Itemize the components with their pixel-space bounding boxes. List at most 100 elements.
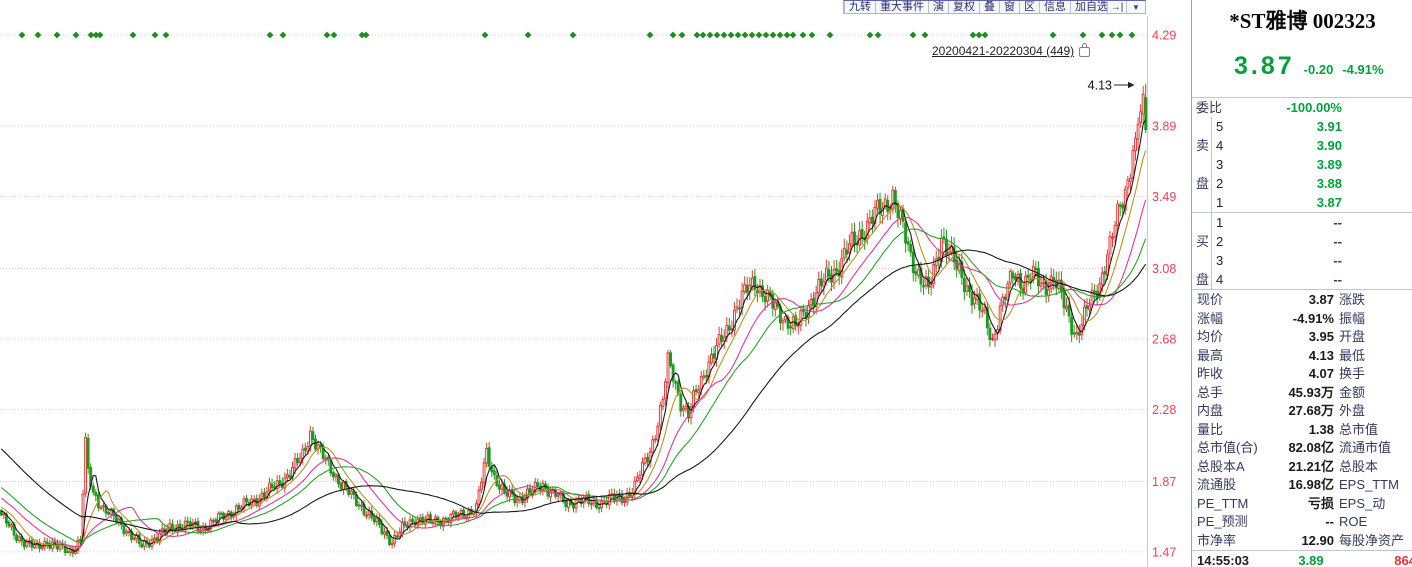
stat-value: 12.90 xyxy=(1301,532,1334,548)
stat-value: 3.87 xyxy=(1308,292,1334,307)
sell-price: 3.89 xyxy=(1316,157,1342,172)
weibi-label: 委比 xyxy=(1196,100,1223,115)
buy-level: 4 xyxy=(1216,272,1224,287)
stat-value: 21.21亿 xyxy=(1288,458,1334,474)
toolbar-button[interactable]: 重大事件 xyxy=(875,1,928,13)
sell-level: 5 xyxy=(1216,119,1224,134)
price-line: 3.87 -0.20 -4.91% xyxy=(1192,52,1412,81)
stat-row: 量比 1.38 总市值 xyxy=(1192,421,1412,440)
svg-text:1.87: 1.87 xyxy=(1152,475,1176,489)
stat-label: 量比 xyxy=(1197,421,1224,437)
toolbar-button[interactable]: 叠 xyxy=(979,1,999,13)
stat-row: PE_TTM 亏损 EPS_动 xyxy=(1192,495,1412,514)
sell-row: 2 3.88 xyxy=(1192,174,1412,193)
sell-row: 5 3.91 xyxy=(1192,117,1412,136)
stat-row: 现价 3.87 涨跌 xyxy=(1192,291,1412,310)
svg-text:4.29: 4.29 xyxy=(1152,29,1176,43)
stat-row: 总手 45.93万 金额 xyxy=(1192,384,1412,403)
buy-price: -- xyxy=(1333,215,1342,230)
tick-footer: 14:55:03 3.89 864 xyxy=(1192,550,1412,567)
toolbar-button[interactable]: 加自选 xyxy=(1070,1,1112,13)
sell-row: 4 3.90 xyxy=(1192,136,1412,155)
sell-levels: 卖 盘 5 3.91 4 3.90 3 3.89 2 xyxy=(1192,117,1412,213)
sell-price: 3.87 xyxy=(1316,195,1342,210)
tick-time: 14:55:03 xyxy=(1197,553,1250,567)
svg-text:4.13: 4.13 xyxy=(1088,79,1112,93)
buy-group-char-1: 买 xyxy=(1196,234,1210,249)
sell-group-char-1: 卖 xyxy=(1196,138,1210,153)
stat-value: 45.93万 xyxy=(1288,384,1334,400)
sell-row: 1 3.87 xyxy=(1192,193,1412,212)
stat-label: 均价 xyxy=(1197,329,1224,344)
svg-text:3.08: 3.08 xyxy=(1152,262,1176,276)
buy-price: -- xyxy=(1333,272,1342,287)
sell-level: 4 xyxy=(1216,138,1224,153)
stat-row: 昨收 4.07 换手 xyxy=(1192,365,1412,384)
stat-row: 最高 4.13 最低 xyxy=(1192,347,1412,366)
sell-row: 3 3.89 xyxy=(1192,155,1412,174)
stat-label: 总股本A xyxy=(1197,458,1245,474)
price-change-pct: -4.91% xyxy=(1342,62,1384,77)
buy-level: 3 xyxy=(1216,253,1224,268)
tick-price: 3.89 xyxy=(1298,553,1324,567)
stat-label: 最高 xyxy=(1197,347,1224,363)
stat-row: 涨幅 -4.91% 振幅 xyxy=(1192,310,1412,329)
sell-price: 3.91 xyxy=(1316,119,1342,134)
stat-row: 均价 3.95 开盘 xyxy=(1192,328,1412,347)
stat-label-2: 换手 xyxy=(1339,366,1366,381)
stat-label: 现价 xyxy=(1197,292,1224,307)
tick-volume: 864 xyxy=(1394,553,1412,567)
price-change: -0.20 xyxy=(1303,62,1334,77)
next-page-icon[interactable]: →| xyxy=(1107,1,1126,13)
svg-text:2.68: 2.68 xyxy=(1152,332,1176,346)
buy-level: 1 xyxy=(1216,215,1224,230)
buy-row: 3 -- xyxy=(1192,251,1412,270)
buy-group-char-2: 盘 xyxy=(1196,272,1210,287)
stat-label-2: EPS_TTM xyxy=(1339,477,1399,492)
svg-text:3.49: 3.49 xyxy=(1152,190,1176,204)
date-range-text[interactable]: 20200421-20220304 (449) xyxy=(932,44,1075,58)
stat-value: -4.91% xyxy=(1292,310,1334,326)
toolbar-button[interactable]: 窗 xyxy=(999,1,1019,13)
stat-label: 总市值(合) xyxy=(1197,440,1258,455)
toolbar-button[interactable]: 区 xyxy=(1019,1,1039,13)
stat-row: 流通股 16.98亿 EPS_TTM xyxy=(1192,476,1412,495)
stat-value: 4.13 xyxy=(1308,347,1334,363)
weibi-value: -100.00% xyxy=(1286,100,1342,115)
toolbar-button[interactable]: 复权 xyxy=(948,1,979,13)
stat-label-2: 振幅 xyxy=(1339,310,1366,326)
svg-text:1.47: 1.47 xyxy=(1152,545,1176,559)
toolbar-icons: →| ▼ xyxy=(1107,0,1146,14)
stat-label-2: 开盘 xyxy=(1339,329,1366,344)
stat-label-2: 每股净资产 xyxy=(1339,532,1405,548)
stat-value: 1.38 xyxy=(1308,421,1334,437)
buy-price: -- xyxy=(1333,234,1342,249)
stat-row: 内盘 27.68万 外盘 xyxy=(1192,402,1412,421)
stat-label-2: 总股本 xyxy=(1339,458,1379,474)
date-range-label[interactable]: 20200421-20220304 (449) xyxy=(932,43,1091,58)
toolbar-button[interactable]: 信息 xyxy=(1039,1,1070,13)
stat-value: 16.98亿 xyxy=(1288,477,1334,492)
stat-label: 涨幅 xyxy=(1197,310,1224,326)
stat-label: 内盘 xyxy=(1197,403,1224,418)
quote-header: *ST雅博 002323 3.87 -0.20 -4.91% xyxy=(1192,5,1412,97)
candlestick-chart[interactable]: 4.29 3.89 3.49 3.08 2.68 2.28 1.87 1.47 4.13 xyxy=(0,0,1190,567)
dropdown-icon[interactable]: ▼ xyxy=(1126,1,1145,13)
stat-row: 总市值(合) 82.08亿 流通市值 xyxy=(1192,439,1412,458)
buy-level: 2 xyxy=(1216,234,1224,249)
stat-label-2: 总市值 xyxy=(1339,421,1379,437)
toolbar-button[interactable]: 演 xyxy=(928,1,948,13)
stat-label-2: 涨跌 xyxy=(1339,292,1366,307)
svg-text:2.28: 2.28 xyxy=(1152,403,1176,417)
stat-label: 流通股 xyxy=(1197,477,1237,492)
buy-row: 2 -- xyxy=(1192,232,1412,251)
stat-label-2: ROE xyxy=(1339,514,1368,529)
toolbar-button[interactable]: 九转 xyxy=(844,1,875,13)
stat-label: 市净率 xyxy=(1197,532,1237,548)
last-price: 3.87 xyxy=(1234,52,1295,80)
stat-row: 总股本A 21.21亿 总股本 xyxy=(1192,458,1412,477)
sell-level: 3 xyxy=(1216,157,1224,172)
stock-title: *ST雅博 002323 xyxy=(1229,9,1376,33)
sell-price: 3.90 xyxy=(1316,138,1342,153)
